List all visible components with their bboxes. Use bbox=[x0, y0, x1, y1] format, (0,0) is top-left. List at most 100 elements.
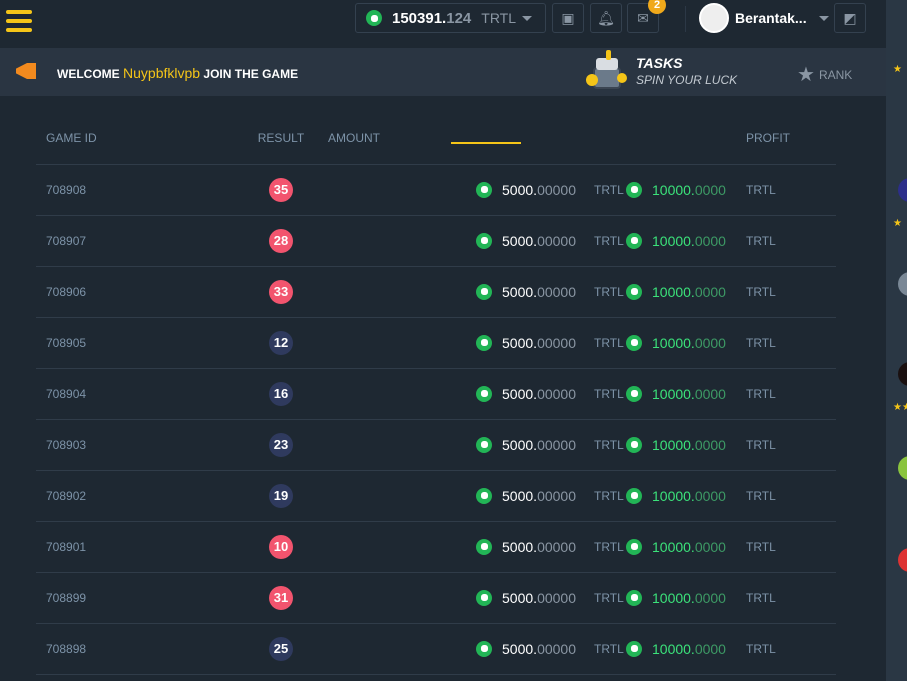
amount-int: 5000. bbox=[502, 589, 538, 606]
chevron-down-icon bbox=[818, 15, 829, 21]
avatar[interactable] bbox=[898, 178, 907, 202]
profit-currency: TRTL bbox=[745, 386, 776, 401]
profit-currency: TRTL bbox=[745, 641, 776, 656]
amount-dec: 00000 bbox=[537, 283, 576, 300]
rank-link[interactable]: ★ RANK bbox=[797, 62, 852, 87]
amount: 5000.00000 bbox=[326, 181, 576, 198]
result-badge: 16 bbox=[269, 381, 293, 406]
amount: 5000.00000 bbox=[326, 640, 576, 657]
welcome-bar: WELCOME Nuypbfklvpb JOIN THE GAME TASKS … bbox=[0, 48, 886, 144]
balance-dec: 124 bbox=[446, 9, 472, 27]
trtl-coin-icon bbox=[626, 436, 642, 453]
result-badge: 23 bbox=[269, 432, 293, 457]
trtl-coin-icon bbox=[476, 385, 493, 402]
table-row[interactable]: 708902 19 5000.00000 TRTL 10000.0000 TRTL bbox=[36, 470, 836, 522]
amount-dec: 00000 bbox=[537, 385, 576, 402]
avatar[interactable] bbox=[898, 456, 907, 480]
profit-int: 10000. bbox=[652, 589, 695, 606]
avatar[interactable] bbox=[898, 272, 907, 296]
avatar bbox=[699, 3, 729, 33]
trtl-coin-icon bbox=[476, 538, 493, 555]
result-badge: 19 bbox=[269, 483, 293, 508]
profit-int: 10000. bbox=[652, 334, 695, 351]
amount: 5000.00000 bbox=[326, 283, 576, 300]
table-row[interactable]: 708904 16 5000.00000 TRTL 10000.0000 TRTL bbox=[36, 368, 836, 420]
toggle-sidebar-button[interactable]: ◩ bbox=[834, 3, 866, 33]
wallet-button[interactable]: ▣ bbox=[552, 3, 584, 33]
amount-currency: TRTL bbox=[594, 182, 624, 197]
game-history-table: GAME ID RESULT AMOUNT PROFIT 708908 35 5… bbox=[36, 113, 836, 675]
trtl-coin-icon bbox=[476, 487, 493, 504]
profit-currency: TRTL bbox=[745, 233, 776, 248]
amount-int: 5000. bbox=[502, 436, 538, 453]
profit-int: 10000. bbox=[652, 232, 695, 249]
table-row[interactable]: 708899 31 5000.00000 TRTL 10000.0000 TRTL bbox=[36, 572, 836, 624]
trtl-coin-icon bbox=[626, 334, 642, 351]
user-menu[interactable]: Berantak... bbox=[699, 3, 829, 33]
profit-currency: TRTL bbox=[745, 539, 776, 554]
table-row[interactable]: 708901 10 5000.00000 TRTL 10000.0000 TRTL bbox=[36, 521, 836, 573]
result-badge: 31 bbox=[269, 585, 293, 610]
amount-int: 5000. bbox=[502, 181, 538, 198]
amount: 5000.00000 bbox=[326, 487, 576, 504]
profit: 10000.0000 TRTL bbox=[626, 640, 836, 657]
table-row[interactable]: 708905 12 5000.00000 TRTL 10000.0000 TRTL bbox=[36, 317, 836, 369]
game-id: 708901 bbox=[36, 521, 236, 573]
mail-icon: ✉ bbox=[637, 9, 649, 26]
amount-currency: TRTL bbox=[594, 437, 624, 452]
table-row[interactable]: 708903 23 5000.00000 TRTL 10000.0000 TRTL bbox=[36, 419, 836, 471]
top-bar: 150391. 124 TRTL ▣ 🔔︎ ✉ 2 Berantak... ◩ bbox=[0, 0, 886, 48]
amount-int: 5000. bbox=[502, 334, 538, 351]
profit-currency: TRTL bbox=[745, 335, 776, 350]
trtl-coin-icon bbox=[476, 283, 493, 300]
messages-count-badge: 2 bbox=[648, 0, 666, 14]
result-badge: 10 bbox=[269, 534, 293, 559]
profit-dec: 0000 bbox=[694, 283, 726, 300]
amount-dec: 00000 bbox=[537, 181, 576, 198]
amount-dec: 00000 bbox=[537, 232, 576, 249]
profit: 10000.0000 TRTL bbox=[626, 538, 836, 555]
avatar[interactable] bbox=[898, 548, 907, 572]
trtl-coin-icon bbox=[626, 640, 642, 657]
table-row[interactable]: 708908 35 5000.00000 TRTL 10000.0000 TRTL bbox=[36, 164, 836, 216]
balance-selector[interactable]: 150391. 124 TRTL bbox=[355, 3, 546, 33]
amount-int: 5000. bbox=[502, 283, 538, 300]
trtl-coin-icon bbox=[626, 385, 642, 402]
table-row[interactable]: 708907 28 5000.00000 TRTL 10000.0000 TRTL bbox=[36, 215, 836, 267]
trtl-coin-icon bbox=[626, 538, 642, 555]
profit-int: 10000. bbox=[652, 385, 695, 402]
tasks-title: TASKS bbox=[636, 55, 683, 71]
amount-int: 5000. bbox=[502, 232, 538, 249]
trtl-coin-icon bbox=[626, 589, 642, 606]
profit-dec: 0000 bbox=[694, 334, 726, 351]
messages-button[interactable]: ✉ bbox=[627, 3, 659, 33]
profit: 10000.0000 TRTL bbox=[626, 283, 836, 300]
balance-int: 150391. bbox=[392, 9, 447, 27]
trtl-coin-icon bbox=[626, 283, 642, 300]
notifications-button[interactable]: 🔔︎ bbox=[590, 3, 622, 33]
amount-currency: TRTL bbox=[594, 590, 624, 605]
profit-int: 10000. bbox=[652, 538, 695, 555]
header-game-id: GAME ID bbox=[36, 113, 236, 165]
amount-dec: 00000 bbox=[537, 640, 576, 657]
amount-currency: TRTL bbox=[594, 335, 624, 350]
amount-dec: 00000 bbox=[537, 487, 576, 504]
profit: 10000.0000 TRTL bbox=[626, 589, 836, 606]
star-icon: ★ bbox=[797, 64, 815, 86]
table-row[interactable]: 708906 33 5000.00000 TRTL 10000.0000 TRTL bbox=[36, 266, 836, 318]
right-sidebar: ★ ★ ★★ bbox=[886, 0, 907, 681]
amount-currency: TRTL bbox=[594, 641, 624, 656]
star-icon: ★ bbox=[893, 218, 902, 229]
player-name: Nuypbfklvpb bbox=[123, 65, 201, 81]
game-id: 708899 bbox=[36, 572, 236, 624]
table-row[interactable]: 708898 25 5000.00000 TRTL 10000.0000 TRTL bbox=[36, 623, 836, 675]
menu-icon[interactable] bbox=[6, 10, 32, 34]
avatar[interactable] bbox=[898, 362, 907, 386]
profit: 10000.0000 TRTL bbox=[626, 334, 836, 351]
star-icon: ★★ bbox=[893, 402, 907, 413]
amount-currency: TRTL bbox=[594, 284, 624, 299]
header-profit: PROFIT bbox=[626, 113, 836, 165]
amount: 5000.00000 bbox=[326, 232, 576, 249]
game-id: 708906 bbox=[36, 266, 236, 318]
amount-dec: 00000 bbox=[537, 436, 576, 453]
